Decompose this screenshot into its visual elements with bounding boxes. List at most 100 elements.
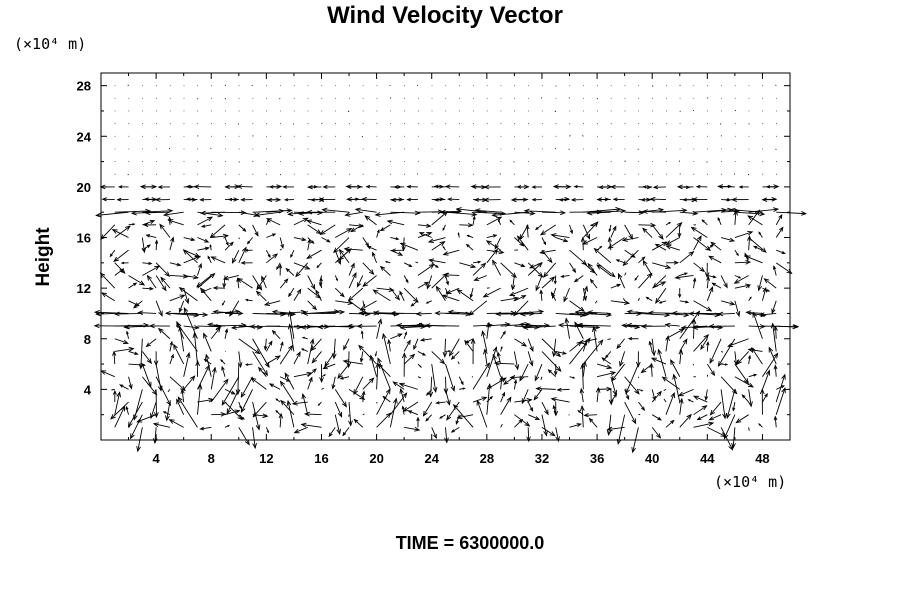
wind-vector — [334, 250, 341, 265]
wind-vector-head — [396, 323, 403, 328]
wind-vector-head — [405, 279, 409, 284]
wind-vector — [334, 287, 345, 297]
wind-vector-head — [254, 231, 259, 237]
wind-vector-head — [711, 282, 716, 287]
wind-vector — [310, 338, 322, 351]
wind-vector — [279, 248, 282, 251]
wind-vector-head — [558, 198, 564, 202]
wind-vector — [252, 338, 270, 368]
wind-vector — [581, 406, 584, 428]
wind-vector — [720, 135, 723, 137]
wind-vector — [436, 401, 446, 404]
wind-vector — [251, 84, 253, 87]
wind-vector — [727, 338, 749, 347]
wind-vector-head — [293, 428, 300, 434]
wind-vector — [318, 325, 350, 328]
wind-vector — [200, 426, 212, 430]
wind-vector — [486, 384, 491, 415]
wind-vector — [594, 248, 612, 264]
wind-vector-head — [207, 255, 211, 259]
wind-vector — [348, 389, 365, 400]
wind-vector-head — [586, 310, 593, 315]
wind-vector — [404, 426, 420, 431]
wind-vector-head — [642, 185, 647, 189]
wind-vector — [776, 385, 785, 390]
wind-vector — [382, 396, 391, 403]
wind-vector — [551, 398, 570, 403]
wind-vector — [417, 224, 431, 227]
wind-vector — [445, 275, 449, 285]
wind-vector — [569, 135, 571, 137]
wind-vector — [751, 347, 763, 365]
wind-vector-head — [176, 262, 182, 267]
wind-vector — [665, 420, 675, 428]
wind-vector-head — [499, 375, 504, 382]
wind-vector-head — [229, 310, 235, 317]
wind-vector — [307, 377, 313, 390]
wind-vector — [201, 224, 212, 228]
wind-vector-head — [529, 264, 535, 269]
wind-vector-head — [599, 245, 603, 249]
wind-vector-head — [346, 362, 352, 369]
wind-vector-head — [331, 353, 337, 360]
wind-vector — [360, 300, 377, 311]
wind-vector — [169, 275, 188, 278]
wind-vector — [258, 367, 267, 378]
wind-vector-head — [165, 415, 170, 422]
wind-vector — [390, 333, 402, 340]
wind-vector — [472, 261, 481, 264]
wind-vector — [276, 262, 281, 270]
wind-vector — [197, 398, 214, 403]
wind-vector-head — [177, 396, 183, 403]
wind-vector — [476, 400, 488, 428]
wind-vector-head — [100, 370, 107, 375]
wind-vector-head — [587, 262, 593, 269]
wind-vector-head — [324, 361, 330, 368]
wind-vector-head — [549, 431, 556, 437]
wind-vector — [210, 147, 212, 150]
wind-vector-head — [703, 334, 710, 340]
wind-vector — [128, 275, 145, 286]
wind-vector-head — [701, 405, 708, 411]
wind-vector — [710, 401, 722, 416]
wind-vector-head — [514, 364, 520, 371]
wind-vector-head — [434, 310, 441, 316]
wind-vector-head — [688, 311, 695, 317]
wind-vector — [455, 414, 460, 425]
wind-vector-head — [733, 360, 739, 366]
wind-vector-head — [627, 337, 633, 341]
wind-vector — [734, 376, 754, 388]
wind-vector — [400, 388, 405, 403]
wind-vector-head — [226, 408, 232, 415]
x-tick-label: 4 — [153, 451, 161, 466]
wind-vector — [306, 220, 322, 226]
wind-vector-head — [676, 221, 683, 228]
wind-vector — [753, 245, 763, 251]
wind-vector-head — [307, 184, 313, 190]
wind-vector-head — [385, 412, 392, 419]
wind-vector-head — [185, 184, 191, 189]
wind-vector-head — [257, 366, 263, 372]
wind-vector-head — [731, 197, 737, 202]
wind-vector — [569, 262, 576, 273]
wind-vector-head — [447, 309, 454, 315]
wind-vector — [293, 289, 302, 302]
wind-vector — [186, 198, 198, 201]
wind-vector-head — [665, 264, 672, 269]
wind-vector-head — [120, 261, 125, 265]
wind-vector-head — [518, 322, 525, 328]
wind-vector-head — [255, 290, 262, 296]
wind-vector — [425, 325, 460, 327]
wind-vector — [459, 262, 476, 268]
wind-vector — [541, 338, 561, 357]
wind-vector-head — [272, 253, 279, 259]
wind-vector — [413, 338, 419, 350]
wind-vector-head — [168, 216, 172, 220]
wind-vector — [517, 236, 529, 251]
wind-vector — [399, 383, 419, 390]
wind-vector-head — [529, 210, 536, 216]
wind-vector — [285, 268, 295, 276]
wind-vector — [237, 364, 240, 395]
wind-vector-head — [717, 311, 724, 317]
wind-vector-head — [146, 358, 153, 365]
